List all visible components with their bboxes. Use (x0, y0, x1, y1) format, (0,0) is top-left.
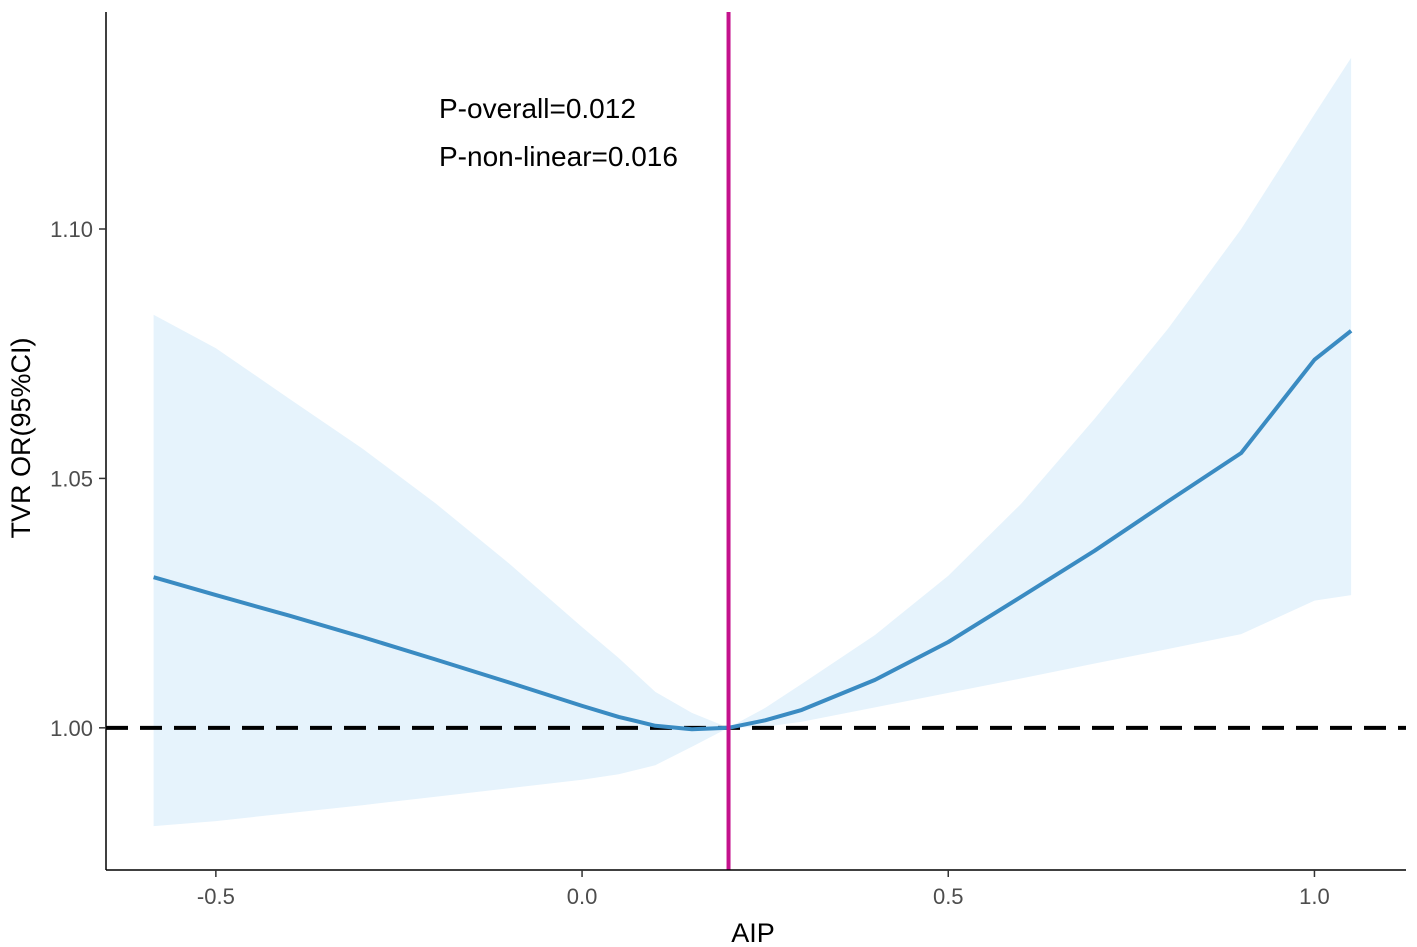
ci-band (153, 57, 1352, 827)
y-axis-title: TVR OR(95%CI) (6, 337, 36, 538)
x-axis-title: AIP (731, 918, 775, 947)
x-tick-label: 0.5 (933, 884, 964, 909)
x-tick-label: 1.0 (1299, 884, 1330, 909)
y-tick-label: 1.10 (50, 217, 93, 242)
x-tick-label: 0.0 (567, 884, 598, 909)
annotations: P-overall=0.012 P-non-linear=0.016 (439, 93, 678, 172)
plot-area (106, 12, 1406, 870)
axes: -0.5 0.0 0.5 1.0 1.00 1.05 1.10 (50, 12, 1406, 909)
p-overall-annotation: P-overall=0.012 (439, 93, 636, 124)
p-nonlinear-annotation: P-non-linear=0.016 (439, 141, 678, 172)
y-tick-label: 1.00 (50, 716, 93, 741)
y-tick-label: 1.05 (50, 466, 93, 491)
x-tick-label: -0.5 (197, 884, 235, 909)
